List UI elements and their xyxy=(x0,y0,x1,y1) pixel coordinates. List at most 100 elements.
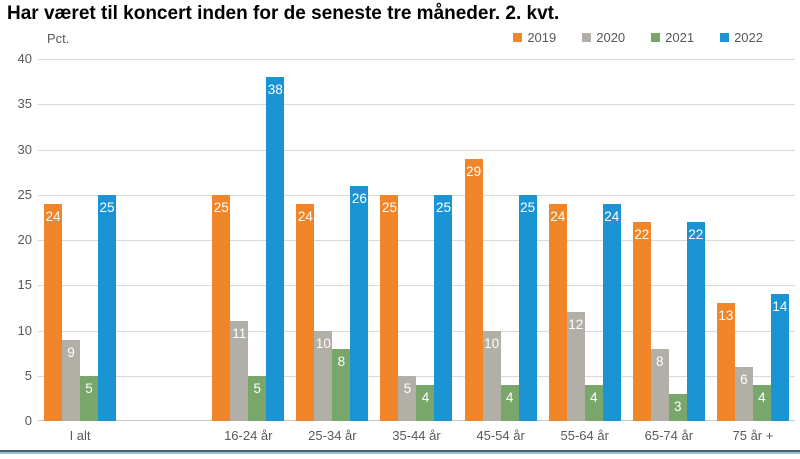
x-tick-label-25-34-r: 25-34 år xyxy=(308,428,357,443)
bar-2020-35-44-r: 5 xyxy=(398,375,417,421)
bar-2019-65-74-r: 22 xyxy=(632,221,651,421)
bar-2022-i-alt: 25 xyxy=(98,194,117,421)
bar-value-label: 10 xyxy=(484,335,500,351)
bar-value-label: 25 xyxy=(99,199,115,215)
legend-swatch-2019 xyxy=(513,33,523,42)
x-axis: I alt 16-24 år 25-34 år 35-44 år 45-54 år 55-… xyxy=(38,428,795,443)
x-tick-label-65-74-r: 65-74 år xyxy=(644,428,694,443)
bar-value-label: 25 xyxy=(213,199,229,215)
y-axis-unit-label: Pct. xyxy=(47,31,70,46)
bar-group-35-44-r: 25 5 4 25 xyxy=(374,59,458,421)
y-tick-label: 30 xyxy=(17,141,32,157)
bar-2022-16-24-r: 38 xyxy=(266,77,285,421)
gridline xyxy=(38,59,795,60)
bar-value-label: 8 xyxy=(337,353,346,369)
legend-label: 2022 xyxy=(734,30,763,45)
bar-2020-55-64-r: 12 xyxy=(566,312,585,421)
bar-value-label: 24 xyxy=(550,208,566,224)
legend-label: 2019 xyxy=(527,30,557,45)
plot-area: 24 9 5 25 25 11 5 38 24 10 8 26 25 5 4 25 29 10 4 25 24 12 4 24… xyxy=(38,59,795,421)
y-tick-label: 40 xyxy=(17,51,32,66)
bar-value-label: 25 xyxy=(520,199,536,215)
legend-swatch-2022 xyxy=(720,33,730,42)
bar-value-label: 22 xyxy=(634,226,650,242)
gridline xyxy=(38,330,795,332)
y-tick-label: 35 xyxy=(17,96,32,112)
y-tick-label: 0 xyxy=(24,413,32,428)
bar-value-label: 4 xyxy=(589,389,598,405)
y-tick-label: 10 xyxy=(17,322,32,338)
bar-2020-25-34-r: 10 xyxy=(314,330,333,421)
bar-2020-i-alt: 9 xyxy=(62,339,81,421)
legend-item-2021: 2021 xyxy=(651,30,694,45)
x-tick-label-16-24-r: 16-24 år xyxy=(224,428,273,443)
legend-label: 2020 xyxy=(596,30,626,45)
bar-value-label: 24 xyxy=(297,208,313,224)
x-tick-label-45-54-r: 45-54 år xyxy=(476,428,525,443)
bar-2022-35-44-r: 25 xyxy=(434,194,453,421)
bar-2022-25-34-r: 26 xyxy=(350,185,369,421)
x-tick-label-35-44-r: 35-44 år xyxy=(392,428,441,443)
bar-group-55-64-r: 24 12 4 24 xyxy=(543,59,627,421)
gridline xyxy=(38,194,795,196)
y-tick-label: 25 xyxy=(17,186,32,202)
bar-2022-55-64-r: 24 xyxy=(602,203,621,421)
bar-2021-65-74-r: 3 xyxy=(668,393,687,421)
gridline xyxy=(38,285,795,287)
bar-value-label: 26 xyxy=(351,190,367,206)
bar-group-45-54-r: 29 10 4 25 xyxy=(459,59,543,421)
bar-value-label: 11 xyxy=(232,326,247,342)
bar-value-label: 4 xyxy=(421,389,430,405)
bar-2022-65-74-r: 22 xyxy=(686,221,705,421)
bar-group-75-r: 13 6 4 14 xyxy=(711,59,795,421)
x-tick-label-spacer xyxy=(122,428,206,443)
gridline xyxy=(38,104,795,106)
bar-2021-i-alt: 5 xyxy=(80,375,99,421)
bar-value-label: 3 xyxy=(674,398,682,414)
gridline xyxy=(38,240,795,241)
bar-2020-65-74-r: 8 xyxy=(650,348,669,421)
bar-2019-i-alt: 24 xyxy=(44,203,63,421)
legend-item-2019: 2019 xyxy=(513,30,556,45)
bar-value-label: 22 xyxy=(688,226,704,242)
bar-2021-16-24-r: 5 xyxy=(248,375,267,421)
bar-2019-75-r: 13 xyxy=(716,303,735,421)
bar-value-label: 5 xyxy=(85,380,93,396)
bar-group-16-24-r: 25 11 5 38 xyxy=(206,59,290,421)
bar-2021-55-64-r: 4 xyxy=(584,384,603,421)
x-tick-label-55-64-r: 55-64 år xyxy=(560,428,609,443)
legend: 2019 2020 2021 2022 xyxy=(513,30,763,45)
bar-2021-45-54-r: 4 xyxy=(500,384,519,421)
bar-2022-45-54-r: 25 xyxy=(518,194,537,421)
bar-2021-75-r: 4 xyxy=(752,384,771,421)
legend-swatch-2020 xyxy=(582,33,592,42)
bar-value-label: 4 xyxy=(758,389,766,405)
bar-value-label: 38 xyxy=(267,82,283,98)
bar-group-i-alt: 24 9 5 25 xyxy=(38,59,122,421)
bar-2020-45-54-r: 10 xyxy=(482,330,501,421)
x-tick-label-75-r: 75 år + xyxy=(732,428,774,443)
bar-group-25-34-r: 24 10 8 26 xyxy=(290,59,374,421)
bar-value-label: 13 xyxy=(718,308,734,324)
bars-layer: 24 9 5 25 25 11 5 38 24 10 8 26 25 5 4 25 29 10 4 25 24 12 4 24… xyxy=(38,59,795,421)
bar-2019-16-24-r: 25 xyxy=(212,194,231,421)
bar-value-label: 24 xyxy=(604,208,620,224)
legend-swatch-2021 xyxy=(651,33,661,42)
bar-value-label: 24 xyxy=(45,208,61,224)
bar-value-label: 25 xyxy=(435,199,451,215)
y-tick-label: 5 xyxy=(24,367,32,383)
legend-item-2022: 2022 xyxy=(720,30,763,45)
bar-group-65-74-r: 22 8 3 22 xyxy=(627,59,711,421)
bar-2019-45-54-r: 29 xyxy=(464,158,483,421)
bar-2021-25-34-r: 8 xyxy=(332,348,351,421)
bar-value-label: 5 xyxy=(253,380,262,396)
y-tick-label: 15 xyxy=(17,277,32,293)
bar-group-spacer xyxy=(122,59,206,421)
bar-2019-25-34-r: 24 xyxy=(296,203,315,421)
bar-value-label: 4 xyxy=(505,389,514,405)
bar-2020-16-24-r: 11 xyxy=(230,321,249,421)
bar-2021-35-44-r: 4 xyxy=(416,384,435,421)
footer-accent-line xyxy=(0,450,800,454)
bar-2022-75-r: 14 xyxy=(770,294,789,421)
